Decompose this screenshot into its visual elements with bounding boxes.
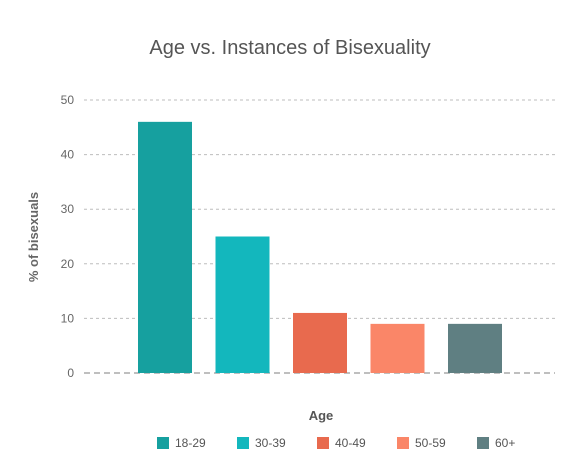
bar-40-49 [293,312,347,373]
legend-item: 60+ [477,436,515,450]
y-tick-label: 20 [61,257,75,271]
y-tick-label: 50 [61,93,75,107]
y-axis-label: % of bisexuals [26,192,41,282]
chart-title: Age vs. Instances of Bisexuality [149,37,430,59]
legend-label: 40-49 [335,436,366,450]
bar-60+ [448,323,502,373]
bar-50-59 [370,323,425,373]
legend-swatch [397,437,409,449]
bar-30-39 [215,236,270,373]
x-axis-label: Age [309,408,334,423]
legend-swatch [237,437,249,449]
legend: 18-29 30-39 40-49 50-59 60+ [157,436,515,450]
legend-swatch [317,437,329,449]
legend-item: 18-29 [157,436,206,450]
y-tick-label: 40 [61,148,75,162]
legend-swatch [157,437,169,449]
bars [138,121,502,373]
legend-label: 18-29 [175,436,206,450]
legend-item: 50-59 [397,436,446,450]
y-axis-ticks: 0 10 20 30 40 50 [61,93,75,380]
legend-swatch [477,437,489,449]
legend-label: 60+ [495,436,515,450]
bar-18-29 [138,121,192,373]
legend-label: 50-59 [415,436,446,450]
y-tick-label: 10 [61,311,75,325]
y-tick-label: 0 [67,366,74,380]
y-tick-label: 30 [61,202,75,216]
legend-label: 30-39 [255,436,286,450]
legend-item: 40-49 [317,436,366,450]
legend-item: 30-39 [237,436,286,450]
